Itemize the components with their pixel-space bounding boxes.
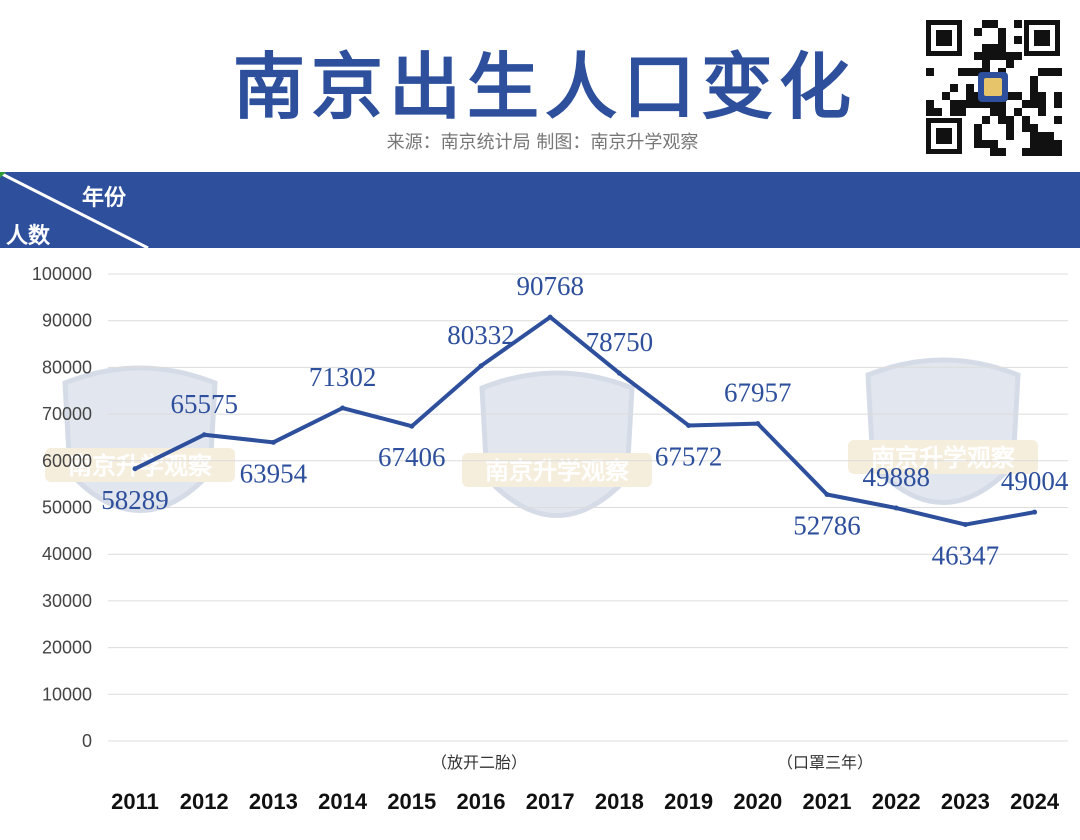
- data-label: 71302: [309, 362, 377, 392]
- data-label: 46347: [932, 541, 1000, 571]
- annotation: （放开二胎）: [431, 753, 527, 772]
- x-tick-label: 2015: [387, 789, 436, 814]
- data-point: [270, 439, 276, 445]
- watermark-logo: 南京升学观察: [848, 357, 1038, 505]
- data-point: [340, 405, 346, 411]
- data-label: 49888: [862, 462, 930, 492]
- y-tick-label: 10000: [42, 684, 92, 704]
- data-point: [962, 522, 968, 528]
- data-point: [409, 423, 415, 429]
- y-tick-label: 70000: [42, 404, 92, 424]
- data-label: 67572: [655, 441, 723, 471]
- data-point: [824, 491, 830, 497]
- corner-divider: [0, 172, 150, 248]
- y-tick-label: 60000: [42, 451, 92, 471]
- x-tick-label: 2022: [872, 789, 921, 814]
- data-point: [132, 466, 138, 472]
- x-tick-label: 2021: [803, 789, 852, 814]
- watermark-text: 南京升学观察: [485, 457, 630, 485]
- watermark-logo: 南京升学观察: [462, 370, 652, 518]
- y-tick-label: 50000: [42, 498, 92, 518]
- series-line: [134, 315, 1035, 527]
- y-tick-label: 90000: [42, 311, 92, 331]
- data-label: 67957: [724, 378, 792, 408]
- birth-line-chart: 南京升学观察 南京升学观察 南京升学观察 010000200003000040000…: [32, 264, 1069, 814]
- qr-code-icon: [922, 16, 1064, 158]
- data-point: [547, 314, 553, 320]
- data-point: [201, 432, 207, 438]
- data-label: 80332: [447, 320, 515, 350]
- y-tick-label: 0: [82, 731, 92, 751]
- x-tick-label: 2014: [318, 789, 368, 814]
- x-tick-label: 2012: [180, 789, 229, 814]
- data-point: [1032, 509, 1038, 515]
- x-tick-label: 2019: [664, 789, 713, 814]
- data-label: 78750: [586, 327, 654, 357]
- x-tick-label: 2011: [111, 789, 159, 814]
- data-label: 49004: [1001, 466, 1069, 496]
- y-tick-label: 80000: [42, 357, 92, 377]
- data-point: [893, 505, 899, 511]
- data-point: [755, 421, 761, 427]
- x-tick-label: 2017: [526, 789, 575, 814]
- x-tick-label: 2018: [595, 789, 644, 814]
- x-tick-label: 2016: [457, 789, 506, 814]
- watermark-text: 南京升学观察: [871, 444, 1016, 472]
- x-tick-label: 2020: [733, 789, 782, 814]
- data-label: 67406: [378, 442, 446, 472]
- y-tick-label: 100000: [32, 264, 92, 284]
- data-label: 90768: [516, 271, 584, 301]
- watermark-logo: 南京升学观察: [45, 365, 235, 513]
- y-tick-label: 40000: [42, 544, 92, 564]
- chart-header-banner: 年份 人数: [0, 172, 1080, 249]
- data-label: 65575: [170, 389, 238, 419]
- data-label: 58289: [101, 485, 169, 515]
- x-tick-label: 2023: [941, 789, 990, 814]
- page-title: 南京出生人口变化: [232, 45, 857, 129]
- source-subtitle: 来源：南京统计局 制图：南京升学观察: [386, 132, 699, 153]
- y-axis-label: 人数: [6, 224, 51, 249]
- data-point: [616, 370, 622, 376]
- x-tick-label: 2024: [1010, 789, 1060, 814]
- y-tick-label: 20000: [42, 638, 92, 658]
- y-tick-label: 30000: [42, 591, 92, 611]
- data-point: [686, 422, 692, 428]
- data-point: [478, 363, 484, 369]
- x-tick-label: 2013: [249, 789, 298, 814]
- data-label: 63954: [240, 458, 308, 488]
- annotation: （口罩三年）: [777, 753, 873, 772]
- x-axis-label: 年份: [82, 186, 127, 211]
- data-label: 52786: [793, 510, 861, 540]
